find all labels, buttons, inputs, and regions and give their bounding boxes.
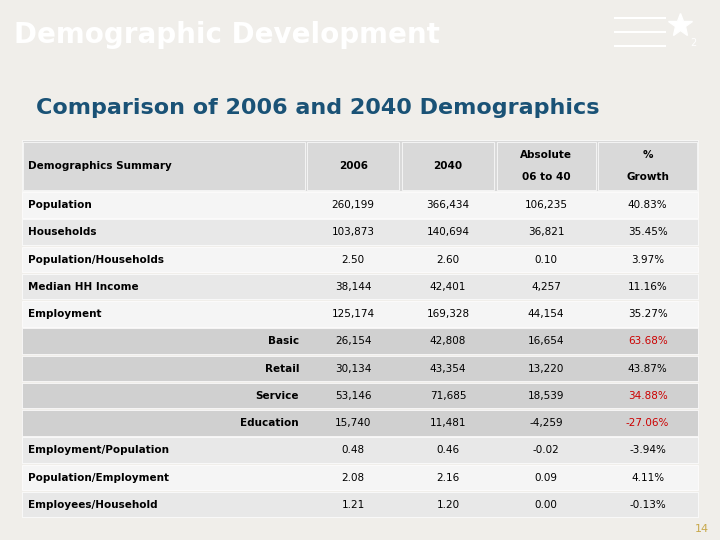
Text: 103,873: 103,873 (332, 227, 374, 237)
Text: 2.60: 2.60 (436, 254, 459, 265)
Text: 2006: 2006 (338, 161, 368, 171)
Text: 40.83%: 40.83% (628, 200, 667, 210)
FancyBboxPatch shape (22, 247, 698, 272)
Text: 11.16%: 11.16% (628, 282, 667, 292)
Text: 42,808: 42,808 (430, 336, 466, 346)
Text: -4,259: -4,259 (529, 418, 563, 428)
Text: Employees/Household: Employees/Household (28, 500, 158, 510)
Text: Demographic Development: Demographic Development (14, 21, 440, 49)
Text: Median HH Income: Median HH Income (28, 282, 139, 292)
FancyBboxPatch shape (22, 410, 698, 436)
Text: Comparison of 2006 and 2040 Demographics: Comparison of 2006 and 2040 Demographics (36, 98, 600, 118)
Text: 43,354: 43,354 (430, 363, 467, 374)
Text: 26,154: 26,154 (335, 336, 372, 346)
Text: 71,685: 71,685 (430, 391, 467, 401)
Text: 2: 2 (690, 38, 697, 48)
Text: 38,144: 38,144 (335, 282, 372, 292)
Text: 2.50: 2.50 (342, 254, 365, 265)
FancyBboxPatch shape (22, 383, 698, 408)
Text: Households: Households (28, 227, 97, 237)
Text: 1.20: 1.20 (436, 500, 459, 510)
FancyBboxPatch shape (22, 219, 698, 245)
Text: 35.27%: 35.27% (628, 309, 667, 319)
Text: 18,539: 18,539 (528, 391, 564, 401)
FancyBboxPatch shape (22, 274, 698, 299)
Text: Service: Service (256, 391, 299, 401)
Text: 0.09: 0.09 (535, 472, 557, 483)
FancyBboxPatch shape (497, 142, 595, 190)
FancyBboxPatch shape (22, 464, 698, 490)
Text: 0.46: 0.46 (436, 446, 459, 455)
Text: 0.48: 0.48 (342, 446, 365, 455)
Text: Population/Employment: Population/Employment (28, 472, 169, 483)
FancyBboxPatch shape (22, 492, 698, 517)
Text: 106,235: 106,235 (525, 200, 567, 210)
Text: Population: Population (28, 200, 92, 210)
Text: 366,434: 366,434 (426, 200, 469, 210)
Text: 140,694: 140,694 (426, 227, 469, 237)
Text: 1.21: 1.21 (341, 500, 365, 510)
Text: -27.06%: -27.06% (626, 418, 670, 428)
Text: Employment: Employment (28, 309, 102, 319)
Text: -0.13%: -0.13% (629, 500, 666, 510)
FancyBboxPatch shape (307, 142, 400, 190)
FancyBboxPatch shape (22, 301, 698, 327)
Text: 53,146: 53,146 (335, 391, 372, 401)
Text: Absolute: Absolute (520, 150, 572, 160)
Text: 44,154: 44,154 (528, 309, 564, 319)
Text: 42,401: 42,401 (430, 282, 466, 292)
Text: 0.10: 0.10 (535, 254, 557, 265)
Text: 30,134: 30,134 (335, 363, 372, 374)
Text: Population/Households: Population/Households (28, 254, 164, 265)
Text: 14: 14 (695, 524, 709, 534)
Text: 3.97%: 3.97% (631, 254, 665, 265)
FancyBboxPatch shape (22, 192, 698, 218)
Text: Basic: Basic (268, 336, 299, 346)
Text: Retail: Retail (264, 363, 299, 374)
Text: 2040: 2040 (433, 161, 462, 171)
Text: 15,740: 15,740 (335, 418, 372, 428)
Text: 43.87%: 43.87% (628, 363, 667, 374)
Text: 169,328: 169,328 (426, 309, 469, 319)
FancyBboxPatch shape (23, 142, 305, 190)
Text: Employment/Population: Employment/Population (28, 446, 169, 455)
Text: 36,821: 36,821 (528, 227, 564, 237)
FancyBboxPatch shape (22, 140, 698, 192)
Text: 16,654: 16,654 (528, 336, 564, 346)
Text: 06 to 40: 06 to 40 (522, 172, 570, 182)
Text: 4.11%: 4.11% (631, 472, 665, 483)
Text: 13,220: 13,220 (528, 363, 564, 374)
Text: 2.16: 2.16 (436, 472, 459, 483)
FancyBboxPatch shape (402, 142, 494, 190)
Text: -3.94%: -3.94% (629, 446, 666, 455)
Text: Education: Education (240, 418, 299, 428)
Text: 2.08: 2.08 (342, 472, 365, 483)
Text: 4,257: 4,257 (531, 282, 561, 292)
FancyBboxPatch shape (22, 328, 698, 354)
FancyBboxPatch shape (598, 142, 697, 190)
Text: 35.45%: 35.45% (628, 227, 667, 237)
FancyBboxPatch shape (22, 437, 698, 463)
Text: 11,481: 11,481 (430, 418, 467, 428)
Text: 0.00: 0.00 (535, 500, 557, 510)
Text: 34.88%: 34.88% (628, 391, 667, 401)
Text: %: % (642, 150, 653, 160)
Text: 125,174: 125,174 (332, 309, 375, 319)
Text: -0.02: -0.02 (533, 446, 559, 455)
Text: Demographics Summary: Demographics Summary (28, 161, 172, 171)
FancyBboxPatch shape (22, 356, 698, 381)
Text: Growth: Growth (626, 172, 669, 182)
Text: 63.68%: 63.68% (628, 336, 667, 346)
Text: 260,199: 260,199 (332, 200, 374, 210)
